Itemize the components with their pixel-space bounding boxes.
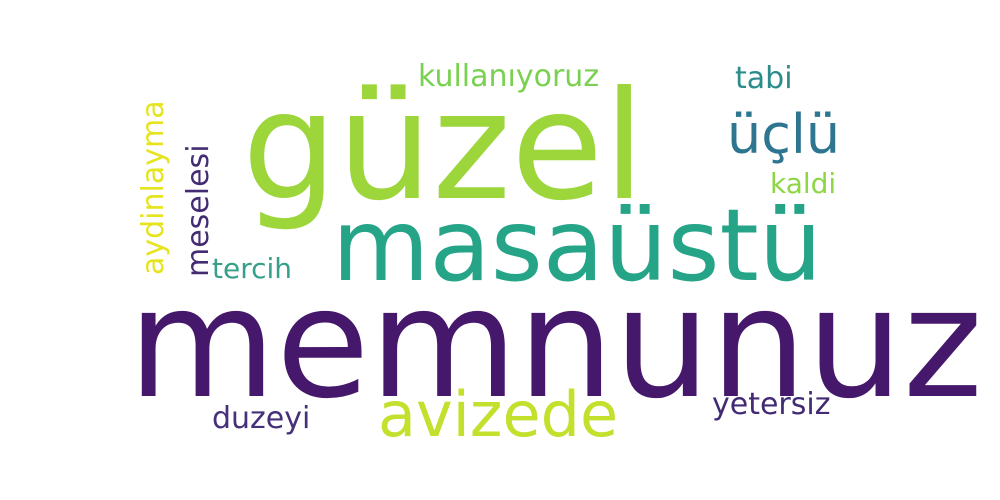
word-yetersiz: yetersiz xyxy=(712,387,831,422)
word-avizede: avizede xyxy=(378,378,619,451)
word-guzel: güzel xyxy=(242,60,645,234)
word-kaldi: kaldi xyxy=(770,167,837,200)
word-duzeyi: duzeyi xyxy=(212,401,311,436)
word-uclu: üçlü xyxy=(727,103,841,166)
word-memnunuz: memnunuz xyxy=(128,255,983,432)
word-masaustu: masaüstü xyxy=(332,187,823,304)
word-tabi: tabi xyxy=(735,61,793,96)
word-kullaniyoruz: kullanıyoruz xyxy=(418,59,600,94)
word-tercih: tercih xyxy=(212,252,293,285)
